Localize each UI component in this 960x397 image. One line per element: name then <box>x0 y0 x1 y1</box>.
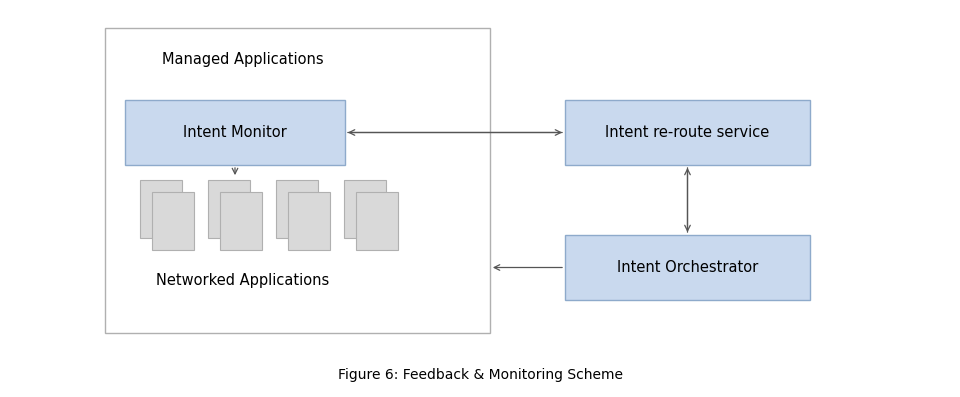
Bar <box>356 192 398 250</box>
Text: Intent Monitor: Intent Monitor <box>183 125 287 140</box>
Text: Intent re-route service: Intent re-route service <box>606 125 770 140</box>
Text: Networked Applications: Networked Applications <box>156 273 329 288</box>
Text: Intent Orchestrator: Intent Orchestrator <box>617 260 758 275</box>
Text: Managed Applications: Managed Applications <box>162 52 324 67</box>
Bar <box>140 180 182 238</box>
Bar <box>208 180 250 238</box>
Bar <box>152 192 194 250</box>
Bar <box>125 100 345 165</box>
Text: Figure 6: Feedback & Monitoring Scheme: Figure 6: Feedback & Monitoring Scheme <box>338 368 622 382</box>
Bar <box>220 192 262 250</box>
Bar <box>276 180 318 238</box>
Bar <box>344 180 386 238</box>
Bar <box>565 100 810 165</box>
Bar <box>565 235 810 300</box>
Bar <box>288 192 330 250</box>
Bar <box>105 28 490 333</box>
